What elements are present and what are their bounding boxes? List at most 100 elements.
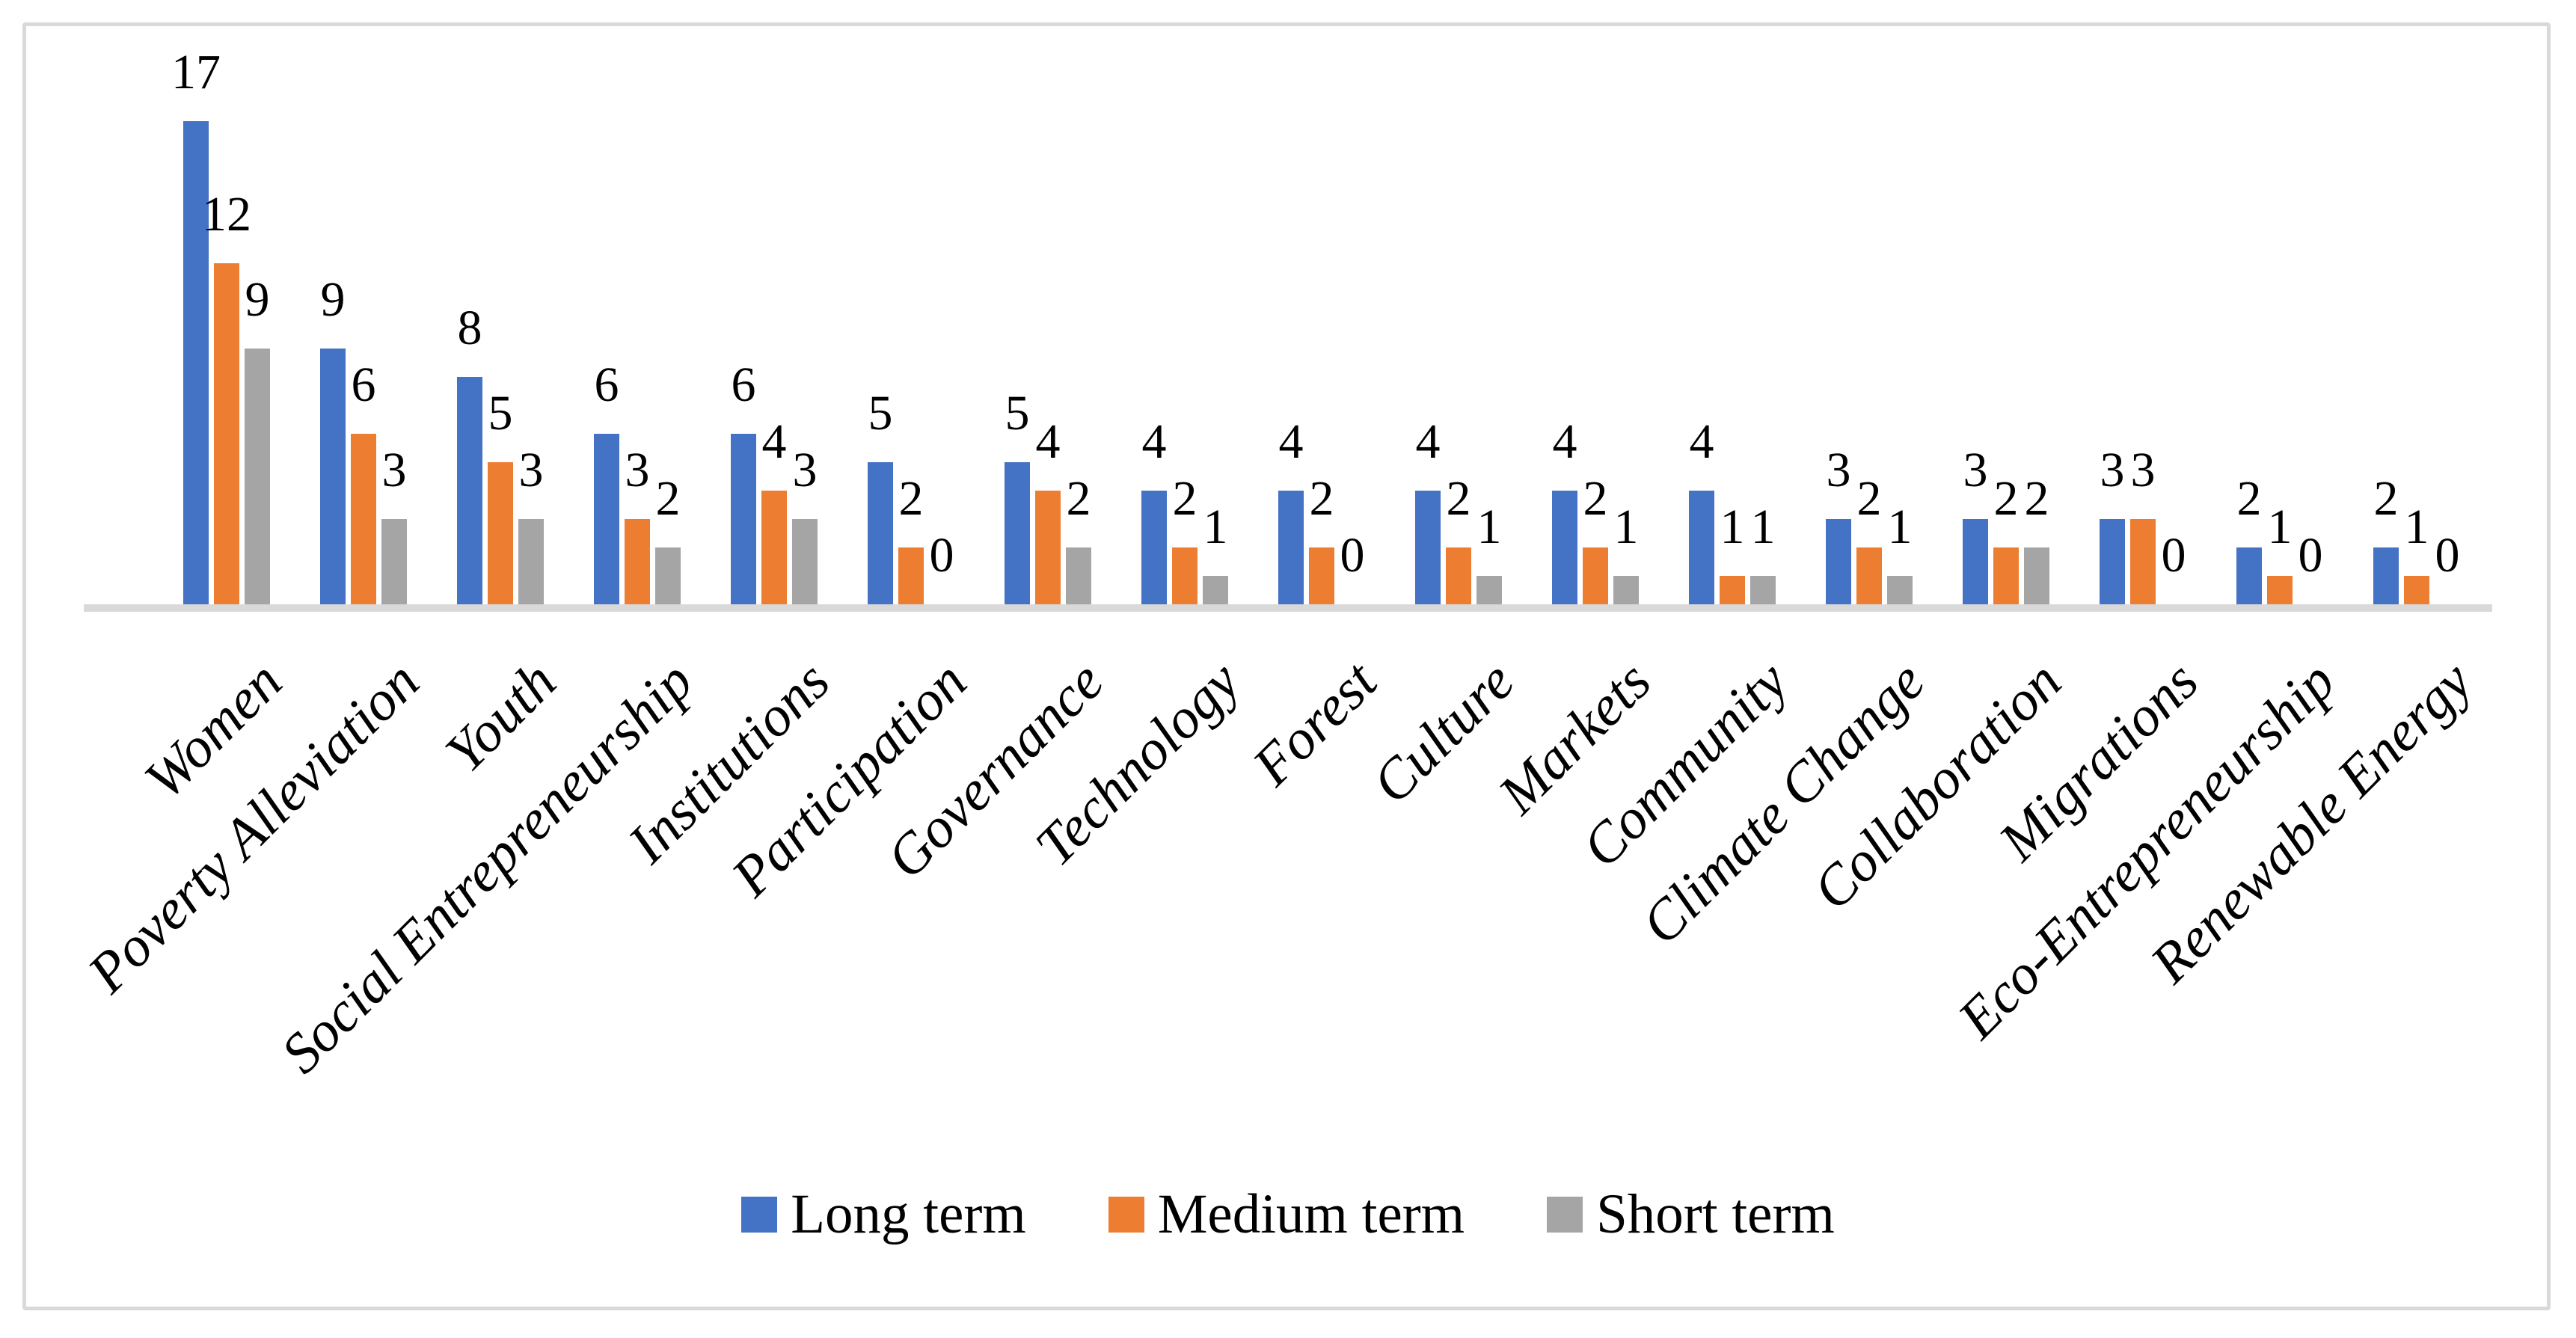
- data-label-long-term-migrations: 3: [2100, 443, 2125, 497]
- data-label-long-term-women: 17: [171, 45, 221, 99]
- bar-medium-term-youth: [488, 462, 513, 604]
- data-label-medium-term-institutions: 4: [761, 414, 787, 469]
- bar-long-term-community: [1689, 491, 1714, 604]
- data-label-medium-term-culture: 2: [1446, 471, 1471, 526]
- bar-medium-term-eco-entrepreneurship: [2267, 576, 2293, 604]
- bar-medium-term-migrations: [2130, 519, 2156, 604]
- bar-medium-term-poverty-alleviation: [351, 434, 376, 604]
- bar-short-term-poverty-alleviation: [381, 519, 407, 604]
- bar-medium-term-culture: [1446, 547, 1471, 604]
- data-label-medium-term-collaboration: 2: [1993, 471, 2019, 526]
- bar-medium-term-markets: [1583, 547, 1608, 604]
- data-label-long-term-climate-change: 3: [1826, 443, 1851, 497]
- bar-long-term-collaboration: [1963, 519, 1988, 604]
- legend-swatch-medium-term: [1108, 1197, 1144, 1233]
- data-label-medium-term-women: 12: [202, 187, 251, 242]
- legend-swatch-long-term: [741, 1197, 778, 1233]
- bar-short-term-technology: [1203, 576, 1228, 604]
- bar-medium-term-technology: [1172, 547, 1197, 604]
- data-label-medium-term-technology: 2: [1172, 471, 1197, 526]
- bar-long-term-women: [183, 121, 209, 604]
- legend-swatch-short-term: [1547, 1197, 1583, 1233]
- bar-long-term-culture: [1415, 491, 1441, 604]
- data-label-short-term-poverty-alleviation: 3: [381, 443, 407, 497]
- bar-long-term-migrations: [2100, 519, 2125, 604]
- data-label-medium-term-markets: 2: [1583, 471, 1608, 526]
- data-label-medium-term-participation: 2: [898, 471, 924, 526]
- data-label-short-term-women: 9: [245, 272, 270, 327]
- bar-short-term-collaboration: [2024, 547, 2049, 604]
- data-label-medium-term-eco-entrepreneurship: 1: [2267, 500, 2293, 554]
- legend-item-medium-term: Medium term: [1108, 1185, 1465, 1245]
- data-label-short-term-climate-change: 1: [1887, 500, 1913, 554]
- bar-long-term-social-entrepreneurship: [594, 434, 619, 604]
- data-label-long-term-technology: 4: [1141, 414, 1167, 469]
- data-label-long-term-institutions: 6: [731, 357, 756, 412]
- bar-medium-term-women: [214, 263, 239, 604]
- bar-medium-term-participation: [898, 547, 924, 604]
- data-label-short-term-technology: 1: [1203, 500, 1228, 554]
- data-label-long-term-forest: 4: [1278, 414, 1304, 469]
- legend-item-short-term: Short term: [1547, 1185, 1835, 1245]
- data-label-long-term-governance: 5: [1005, 386, 1030, 441]
- figure-frame: [22, 22, 2551, 1310]
- bar-short-term-youth: [518, 519, 544, 604]
- data-label-long-term-participation: 5: [868, 386, 893, 441]
- bar-short-term-community: [1750, 576, 1776, 604]
- data-label-medium-term-social-entrepreneurship: 3: [625, 443, 650, 497]
- legend-item-long-term: Long term: [741, 1185, 1026, 1245]
- bar-short-term-women: [245, 349, 270, 604]
- bar-medium-term-collaboration: [1993, 547, 2019, 604]
- data-label-short-term-forest: 0: [1340, 528, 1365, 583]
- bar-short-term-culture: [1476, 576, 1502, 604]
- data-label-medium-term-forest: 2: [1309, 471, 1334, 526]
- data-label-long-term-youth: 8: [457, 301, 482, 355]
- data-label-medium-term-renewable-energy: 1: [2404, 500, 2429, 554]
- legend: Long term Medium term Short term: [0, 1185, 2576, 1245]
- data-label-long-term-poverty-alleviation: 9: [320, 272, 346, 327]
- data-label-short-term-youth: 3: [518, 443, 544, 497]
- bar-short-term-institutions: [792, 519, 818, 604]
- bar-medium-term-climate-change: [1856, 547, 1882, 604]
- bar-long-term-renewable-energy: [2373, 547, 2399, 604]
- bar-medium-term-social-entrepreneurship: [625, 519, 650, 604]
- data-label-short-term-eco-entrepreneurship: 0: [2298, 528, 2323, 583]
- bar-medium-term-community: [1720, 576, 1745, 604]
- data-label-short-term-governance: 2: [1066, 471, 1091, 526]
- bar-medium-term-renewable-energy: [2404, 576, 2429, 604]
- legend-label-short-term: Short term: [1596, 1183, 1835, 1245]
- bar-short-term-social-entrepreneurship: [655, 547, 681, 604]
- bar-long-term-participation: [868, 462, 893, 604]
- data-label-short-term-culture: 1: [1476, 500, 1502, 554]
- bar-short-term-markets: [1613, 576, 1639, 604]
- bar-medium-term-governance: [1035, 491, 1061, 604]
- data-label-long-term-markets: 4: [1552, 414, 1577, 469]
- data-label-short-term-renewable-energy: 0: [2435, 528, 2460, 583]
- bar-long-term-youth: [457, 377, 482, 604]
- data-label-medium-term-governance: 4: [1035, 414, 1061, 469]
- data-label-medium-term-youth: 5: [488, 386, 513, 441]
- data-label-medium-term-community: 1: [1720, 500, 1745, 554]
- data-label-short-term-community: 1: [1750, 500, 1776, 554]
- bar-long-term-poverty-alleviation: [320, 349, 346, 604]
- data-label-medium-term-climate-change: 2: [1856, 471, 1882, 526]
- bar-long-term-forest: [1278, 491, 1304, 604]
- data-label-short-term-participation: 0: [929, 528, 954, 583]
- bar-medium-term-institutions: [761, 491, 787, 604]
- data-label-medium-term-poverty-alleviation: 6: [351, 357, 376, 412]
- bar-long-term-institutions: [731, 434, 756, 604]
- data-label-short-term-social-entrepreneurship: 2: [655, 471, 681, 526]
- data-label-long-term-community: 4: [1689, 414, 1714, 469]
- data-label-short-term-migrations: 0: [2161, 528, 2186, 583]
- legend-label-long-term: Long term: [791, 1183, 1026, 1245]
- bar-short-term-climate-change: [1887, 576, 1913, 604]
- data-label-long-term-collaboration: 3: [1963, 443, 1988, 497]
- bar-long-term-technology: [1141, 491, 1167, 604]
- bar-medium-term-forest: [1309, 547, 1334, 604]
- bar-long-term-markets: [1552, 491, 1577, 604]
- data-label-long-term-social-entrepreneurship: 6: [594, 357, 619, 412]
- data-label-long-term-culture: 4: [1415, 414, 1441, 469]
- bar-long-term-climate-change: [1826, 519, 1851, 604]
- x-axis-line: [84, 604, 2492, 612]
- data-label-short-term-collaboration: 2: [2024, 471, 2049, 526]
